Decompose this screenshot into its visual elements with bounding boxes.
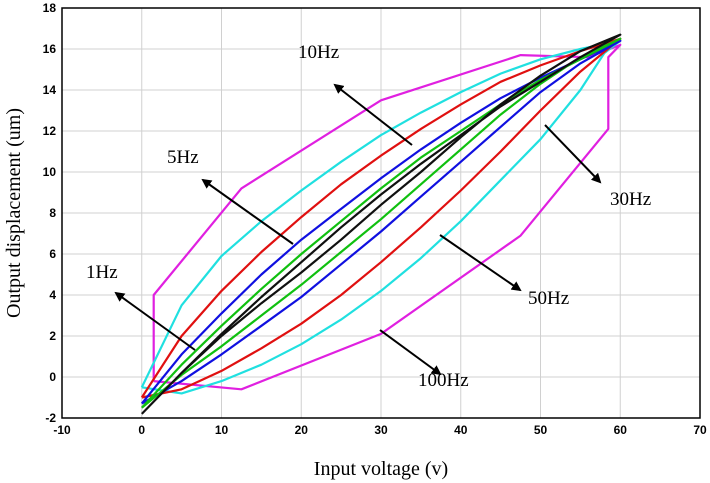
annotation-label-1Hz: 1Hz bbox=[86, 262, 118, 283]
y-axis-label: Output displacement (um) bbox=[3, 108, 25, 318]
annotation-arrow-10Hz bbox=[333, 83, 413, 146]
annotation-arrow-100Hz bbox=[379, 329, 442, 376]
x-tick-label: 0 bbox=[138, 423, 145, 437]
y-tick-labels: -2 0 2 4 6 8 10 12 14 16 18 bbox=[43, 1, 57, 425]
y-tick-label: 16 bbox=[43, 42, 57, 56]
annotation-label-10Hz: 10Hz bbox=[298, 42, 339, 63]
y-tick-label: 10 bbox=[43, 165, 57, 179]
y-tick-label: 0 bbox=[49, 370, 56, 384]
x-axis-label: Input voltage (v) bbox=[314, 458, 448, 480]
x-tick-label: 60 bbox=[614, 423, 628, 437]
annotation-arrow-1Hz bbox=[114, 291, 196, 351]
y-tick-label: 12 bbox=[43, 124, 57, 138]
x-tick-label: 50 bbox=[534, 423, 548, 437]
y-tick-label: 14 bbox=[43, 83, 57, 97]
grid-lines bbox=[61, 7, 701, 419]
series-curves bbox=[140, 33, 622, 415]
x-tick-label: 30 bbox=[374, 423, 388, 437]
x-tick-labels: -10 0 10 20 30 40 50 60 70 bbox=[53, 423, 707, 437]
y-tick-label: -2 bbox=[45, 411, 56, 425]
plot-frame bbox=[61, 7, 701, 419]
y-tick-label: 8 bbox=[49, 206, 56, 220]
series-curve-1Hz bbox=[141, 33, 622, 415]
y-tick-label: 4 bbox=[49, 288, 56, 302]
annotation-arrow-50Hz bbox=[439, 234, 522, 292]
x-tick-label: 20 bbox=[295, 423, 309, 437]
annotation-label-5Hz: 5Hz bbox=[167, 147, 199, 168]
annotation-arrow-30Hz bbox=[544, 124, 602, 184]
series-curve-10Hz bbox=[140, 39, 622, 405]
annotation-arrow-5Hz bbox=[201, 178, 294, 245]
series-curve-50Hz bbox=[140, 39, 622, 395]
annotation-label-100Hz: 100Hz bbox=[418, 370, 469, 391]
y-tick-label: 2 bbox=[49, 329, 56, 343]
x-tick-label: 10 bbox=[215, 423, 229, 437]
x-tick-label: 40 bbox=[454, 423, 468, 437]
y-tick-label: 6 bbox=[49, 247, 56, 261]
x-tick-label: 70 bbox=[693, 423, 707, 437]
annotation-label-30Hz: 30Hz bbox=[610, 189, 651, 210]
series-curve-100Hz bbox=[152, 43, 622, 391]
series-curve-5Hz bbox=[140, 37, 622, 409]
annotation-label-50Hz: 50Hz bbox=[528, 288, 569, 309]
y-tick-label: 18 bbox=[43, 1, 57, 15]
frequency-annotations: 10Hz 5Hz 1Hz 30Hz 50Hz 100Hz bbox=[86, 42, 651, 391]
x-tick-label: -10 bbox=[53, 423, 71, 437]
